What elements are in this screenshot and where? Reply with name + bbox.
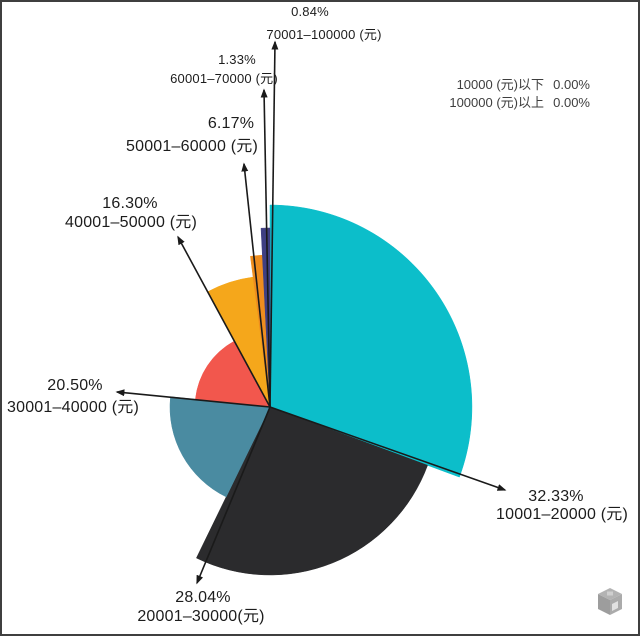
legend-label: 100000 (元)以上: [449, 95, 544, 110]
zero-value-legend: 10000 (元)以下 0.00% 100000 (元)以上 0.00%: [432, 76, 590, 112]
leader-arrow-70001-100000: [269, 40, 279, 408]
pie-slice-30001-40000: [169, 396, 271, 498]
legend-row-above-100000: 100000 (元)以上 0.00%: [432, 94, 590, 112]
slice-range-label-2: 50001–60000 (元): [126, 138, 258, 155]
leader-arrow-10001-20000: [269, 406, 507, 491]
leader-arrow-30001-40000: [115, 389, 271, 408]
slice-pct-label-4: 20.50%: [47, 377, 103, 394]
slice-range-label-6: 10001–20000 (元): [496, 506, 628, 523]
leader-arrow-60001-70000: [260, 88, 271, 408]
legend-label: 10000 (元)以下: [456, 77, 544, 92]
leader-arrow-50001-60000: [241, 162, 271, 408]
slice-range-label-1: 60001–70000 (元): [170, 71, 278, 86]
slice-range-label-4: 30001–40000 (元): [7, 399, 139, 416]
slice-range-label-5: 20001–30000(元): [137, 608, 265, 625]
pie-slice-10001-20000: [269, 204, 473, 478]
watermark-cube-logo-icon: [598, 588, 622, 615]
slice-pct-label-2: 6.17%: [207, 115, 255, 132]
slice-range-label-3: 40001–50000 (元): [65, 214, 197, 231]
legend-value: 0.00%: [553, 77, 590, 92]
label-leader-arrows: [115, 40, 507, 585]
pie-slice-20001-30000: [196, 406, 428, 576]
slice-pct-label-6: 32.33%: [528, 488, 584, 505]
legend-row-below-10000: 10000 (元)以下 0.00%: [432, 76, 590, 94]
pie-slices: [169, 204, 473, 576]
slice-pct-label-3: 16.30%: [102, 195, 158, 212]
slice-pct-label-5: 28.04%: [175, 589, 231, 606]
pie-slice-40001-50000: [195, 340, 271, 408]
legend-value: 0.00%: [553, 95, 590, 110]
slice-pct-label-1: 1.33%: [218, 52, 256, 67]
slice-range-label-0: 70001–100000 (元): [266, 27, 382, 42]
leader-arrow-20001-30000: [196, 406, 271, 585]
leader-arrow-40001-50000: [177, 235, 271, 408]
slice-pct-label-0: 0.84%: [291, 4, 329, 19]
